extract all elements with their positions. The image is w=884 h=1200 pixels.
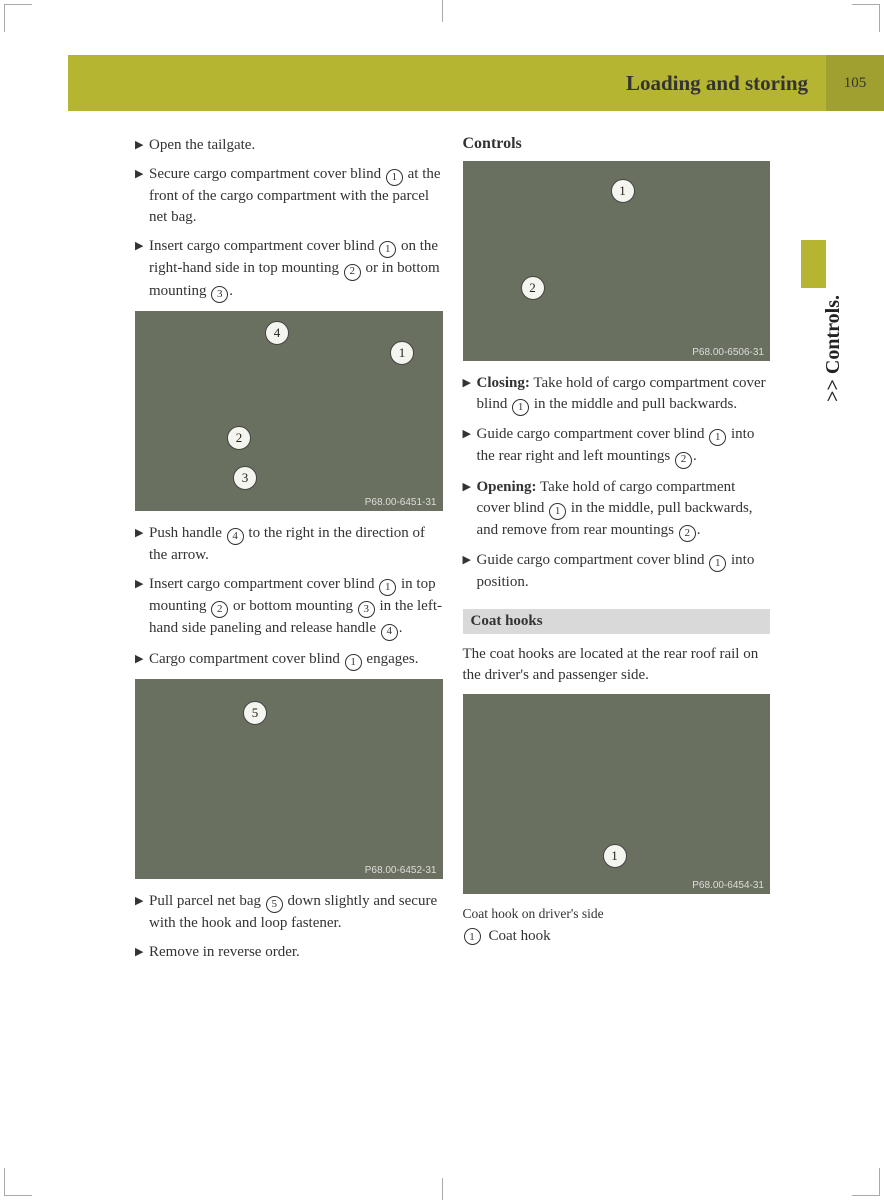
- page-content: ▶Open the tailgate.▶Secure cargo compart…: [135, 135, 770, 971]
- page-number: 105: [844, 75, 867, 92]
- crop-mark: [4, 1168, 32, 1196]
- side-section-label: >> Controls.: [822, 295, 845, 402]
- figure-callout: 2: [227, 426, 251, 450]
- crop-mark: [852, 1168, 880, 1196]
- step-text: Push handle 4 to the right in the direct…: [149, 523, 443, 566]
- step-text: Opening: Take hold of cargo compartment …: [477, 477, 771, 542]
- figure-caption: P68.00-6452-31: [365, 865, 437, 876]
- callout-circle: 1: [709, 555, 726, 572]
- instruction-step: ▶Opening: Take hold of cargo compartment…: [463, 477, 771, 542]
- figure-4: P68.00-6454-31 1: [463, 694, 771, 894]
- callout-circle: 1: [345, 654, 362, 671]
- callout-circle: 1: [512, 399, 529, 416]
- crop-mark: [4, 4, 32, 32]
- step-marker: ▶: [135, 942, 149, 963]
- step-marker: ▶: [135, 236, 149, 303]
- callout-circle: 1: [379, 241, 396, 258]
- step-marker: ▶: [135, 523, 149, 566]
- controls-heading: Controls: [463, 135, 771, 153]
- instruction-step: ▶Closing: Take hold of cargo compartment…: [463, 373, 771, 416]
- step-text: Cargo compartment cover blind 1 engages.: [149, 649, 443, 671]
- coat-intro: The coat hooks are located at the rear r…: [463, 644, 771, 686]
- step-text: Guide cargo compartment cover blind 1 in…: [477, 550, 771, 593]
- step-marker: ▶: [135, 649, 149, 671]
- callout-circle: 1: [549, 503, 566, 520]
- callout-circle: 3: [211, 286, 228, 303]
- step-text: Pull parcel net bag 5 down slightly and …: [149, 891, 443, 934]
- step-marker: ▶: [135, 574, 149, 641]
- page-header: Loading and storing 105: [0, 55, 884, 111]
- legend: 1 Coat hook: [463, 928, 771, 945]
- step-text: Closing: Take hold of cargo compartment …: [477, 373, 771, 416]
- instruction-step: ▶Guide cargo compartment cover blind 1 i…: [463, 550, 771, 593]
- callout-circle: 2: [679, 525, 696, 542]
- figure-callout: 1: [603, 844, 627, 868]
- step-text: Remove in reverse order.: [149, 942, 443, 963]
- callout-circle: 3: [358, 601, 375, 618]
- figure-2: P68.00-6452-31 5: [135, 679, 443, 879]
- figure-callout: 1: [390, 341, 414, 365]
- callout-circle: 1: [464, 928, 481, 945]
- figure-caption: P68.00-6451-31: [365, 497, 437, 508]
- coat-hooks-heading: Coat hooks: [463, 609, 771, 634]
- instruction-step: ▶Remove in reverse order.: [135, 942, 443, 963]
- step-marker: ▶: [463, 477, 477, 542]
- callout-circle: 5: [266, 896, 283, 913]
- step-marker: ▶: [135, 135, 149, 156]
- instruction-step: ▶Insert cargo compartment cover blind 1 …: [135, 574, 443, 641]
- instruction-step: ▶Guide cargo compartment cover blind 1 i…: [463, 424, 771, 468]
- step-text: Secure cargo compartment cover blind 1 a…: [149, 164, 443, 228]
- callout-circle: 2: [675, 452, 692, 469]
- step-text: Open the tailgate.: [149, 135, 443, 156]
- figure-callout: 5: [243, 701, 267, 725]
- figure-callout: 2: [521, 276, 545, 300]
- step-marker: ▶: [463, 550, 477, 593]
- legend-label: Coat hook: [489, 928, 551, 945]
- instruction-step: ▶Insert cargo compartment cover blind 1 …: [135, 236, 443, 303]
- callout-circle: 4: [381, 624, 398, 641]
- step-marker: ▶: [463, 373, 477, 416]
- callout-circle: 2: [344, 264, 361, 281]
- callout-circle: 1: [386, 169, 403, 186]
- step-marker: ▶: [463, 424, 477, 468]
- figure-callout: 3: [233, 466, 257, 490]
- step-text: Insert cargo compartment cover blind 1 i…: [149, 574, 443, 641]
- crop-mark: [852, 4, 880, 32]
- callout-circle: 1: [709, 429, 726, 446]
- step-marker: ▶: [135, 164, 149, 228]
- figure-3: P68.00-6506-31 1 2: [463, 161, 771, 361]
- figure-callout: 1: [611, 179, 635, 203]
- callout-circle: 1: [379, 579, 396, 596]
- callout-circle: 2: [211, 601, 228, 618]
- step-marker: ▶: [135, 891, 149, 934]
- left-column: ▶Open the tailgate.▶Secure cargo compart…: [135, 135, 443, 971]
- step-text: Guide cargo compartment cover blind 1 in…: [477, 424, 771, 468]
- figure-caption: P68.00-6454-31: [692, 880, 764, 891]
- callout-circle: 4: [227, 528, 244, 545]
- section-title: Loading and storing: [626, 71, 808, 96]
- side-tab: [801, 240, 826, 288]
- instruction-step: ▶Secure cargo compartment cover blind 1 …: [135, 164, 443, 228]
- instruction-step: ▶Cargo compartment cover blind 1 engages…: [135, 649, 443, 671]
- step-text: Insert cargo compartment cover blind 1 o…: [149, 236, 443, 303]
- crop-mark: [442, 0, 443, 22]
- figure-caption: P68.00-6506-31: [692, 347, 764, 358]
- instruction-step: ▶Pull parcel net bag 5 down slightly and…: [135, 891, 443, 934]
- instruction-step: ▶Open the tailgate.: [135, 135, 443, 156]
- right-column: Controls P68.00-6506-31 12 ▶Closing: Tak…: [463, 135, 771, 971]
- figure-callout: 4: [265, 321, 289, 345]
- crop-mark: [442, 1178, 443, 1200]
- figure-1: P68.00-6451-31 4 1 2 3: [135, 311, 443, 511]
- figure-4-caption: Coat hook on driver's side: [463, 906, 771, 922]
- instruction-step: ▶Push handle 4 to the right in the direc…: [135, 523, 443, 566]
